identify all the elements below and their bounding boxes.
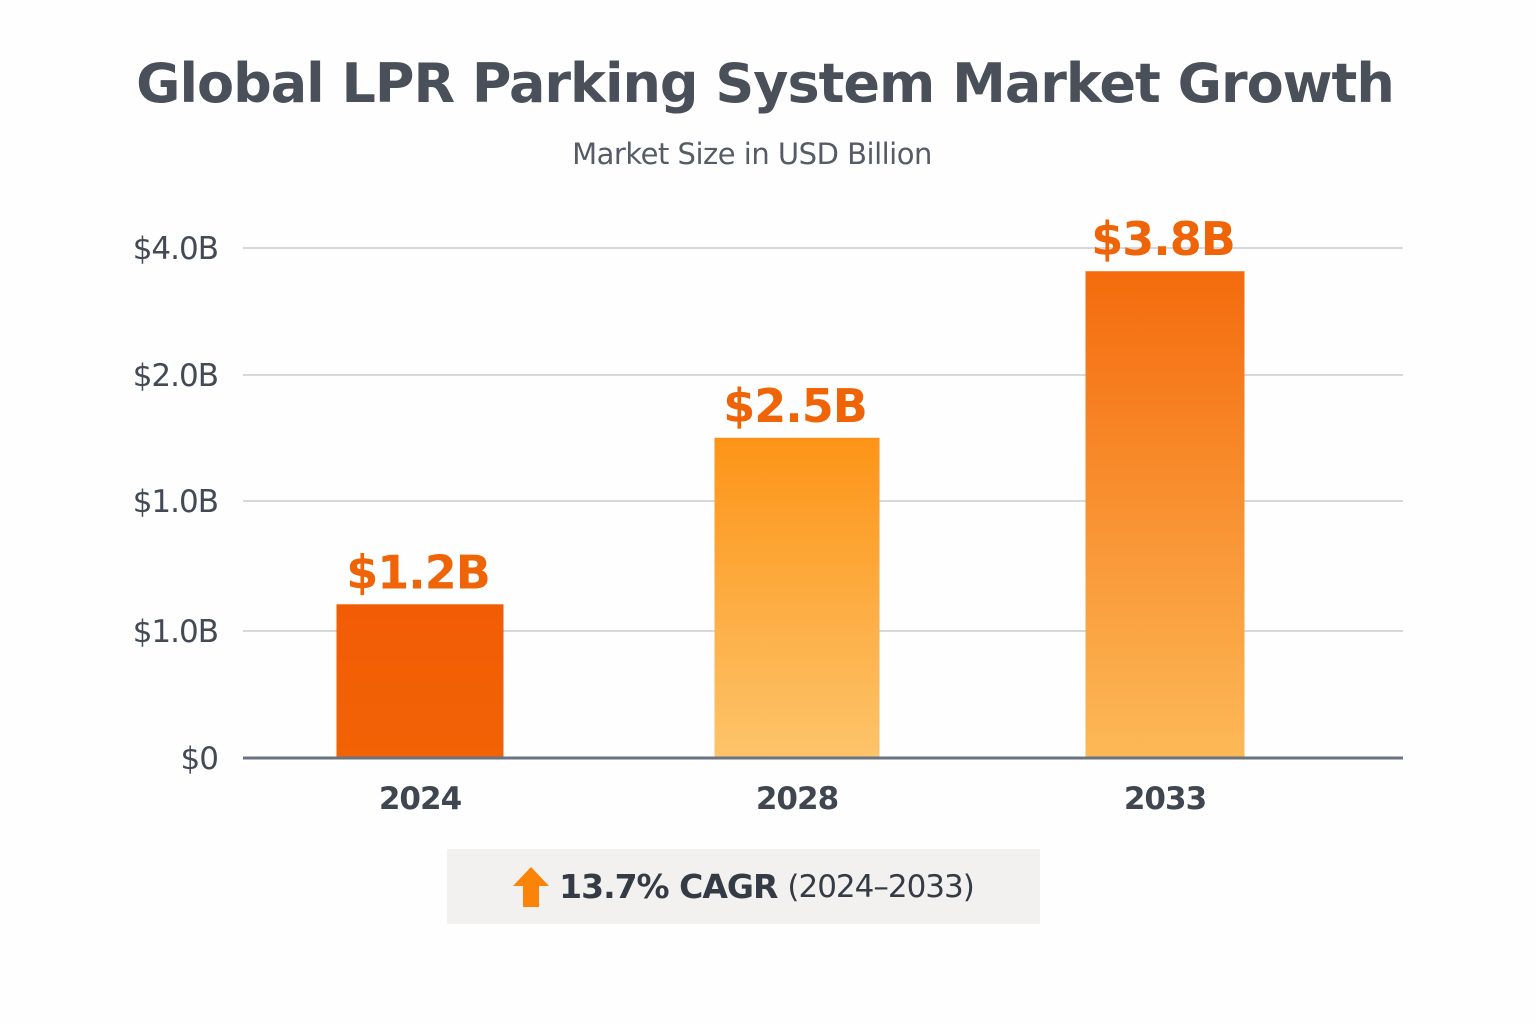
x-tick-label: 2028 <box>756 781 838 817</box>
y-tick-label: $2.0B <box>133 358 218 394</box>
data-labels: $1.2B $2.5B $3.8B <box>346 212 1236 599</box>
y-tick-label: $4.0B <box>133 231 218 267</box>
data-label-2028: $2.5B <box>723 379 867 433</box>
arrow-up-icon <box>513 866 550 907</box>
bar-2028 <box>714 437 880 758</box>
bar-2033 <box>1085 271 1245 758</box>
bar-chart: $0 $1.0B $1.0B $2.0B $4.0B $1.2B $2.5B $3.8B 2… <box>133 212 1403 817</box>
x-axis-ticks: 2024 2028 2033 <box>379 781 1207 817</box>
cagr-period: (2024–2033) <box>787 868 974 905</box>
y-tick-label: $1.0B <box>133 614 218 650</box>
cagr-badge: 13.7% CAGR (2024–2033) <box>447 849 1040 924</box>
x-tick-label: 2033 <box>1124 781 1206 817</box>
y-axis-ticks: $0 $1.0B $1.0B $2.0B $4.0B <box>133 231 219 777</box>
x-tick-label: 2024 <box>379 781 462 817</box>
cagr-value: 13.7% CAGR <box>559 867 778 906</box>
chart-subtitle: Market Size in USD Billion <box>572 137 932 171</box>
bar-2024 <box>336 604 504 758</box>
chart-title: Global LPR Parking System Market Growth <box>136 52 1395 115</box>
data-label-2024: $1.2B <box>346 545 490 599</box>
data-label-2033: $3.8B <box>1091 212 1235 266</box>
y-tick-label: $0 <box>181 741 218 777</box>
y-tick-label: $1.0B <box>133 484 218 520</box>
bars <box>336 271 1245 758</box>
